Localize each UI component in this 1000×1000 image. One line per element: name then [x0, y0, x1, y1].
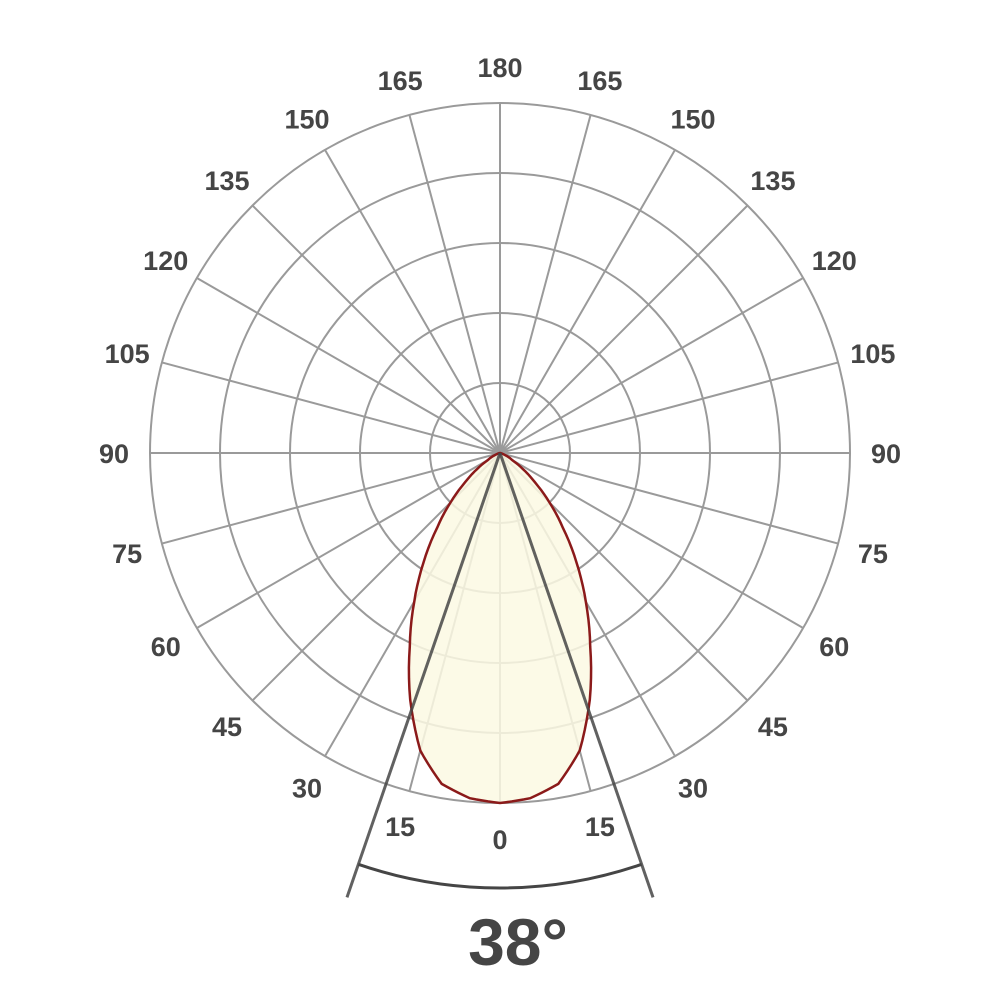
angle-label: 75: [112, 539, 142, 569]
grid-spoke: [499, 149, 676, 454]
grid-spoke: [408, 114, 501, 454]
angle-label: 15: [585, 812, 615, 842]
intensity-curve: [407, 451, 593, 805]
grid-spoke: [499, 452, 804, 629]
beam-edge-line: [345, 452, 502, 898]
beam-angle-label: 38°: [468, 905, 568, 979]
angle-label: 30: [678, 773, 708, 803]
grid-spoke: [161, 361, 501, 454]
angle-label: 180: [477, 53, 522, 83]
angle-labels: 0 15 30 45 60 75 90 105 120 135 150 165 180 15 30 45 60 7…: [99, 53, 901, 855]
angle-label: 135: [205, 166, 250, 196]
grid-spoke: [499, 452, 839, 545]
angle-label: 165: [577, 66, 622, 96]
grid-spoke: [196, 452, 501, 629]
angle-label: 60: [151, 632, 181, 662]
angle-label: 0: [492, 825, 507, 855]
angle-label: 150: [284, 105, 329, 135]
angle-label: 90: [871, 439, 901, 469]
angle-label: 135: [750, 166, 795, 196]
grid-spoke: [499, 361, 839, 454]
grid-spoke: [324, 149, 501, 454]
angle-label: 105: [850, 339, 895, 369]
angle-label: 165: [378, 66, 423, 96]
angle-label: 30: [292, 773, 322, 803]
angle-label: 75: [858, 539, 888, 569]
angle-label: 120: [812, 246, 857, 276]
grid-spoke: [499, 114, 592, 454]
grid-spoke: [499, 277, 804, 454]
grid-spoke: [196, 277, 501, 454]
angle-label: 150: [670, 105, 715, 135]
angle-label: 120: [143, 246, 188, 276]
beam-arc: [357, 862, 643, 890]
angle-label: 45: [212, 712, 242, 742]
angle-label: 60: [819, 632, 849, 662]
angle-label: 90: [99, 439, 129, 469]
beam-angle-marker: [345, 452, 655, 898]
grid-spoke: [251, 204, 501, 454]
beam-edge-line: [498, 452, 655, 898]
angle-label: 45: [758, 712, 788, 742]
grid-spoke: [161, 452, 501, 545]
angle-label: 15: [385, 812, 415, 842]
angle-label: 105: [105, 339, 150, 369]
grid-spoke: [499, 204, 749, 454]
